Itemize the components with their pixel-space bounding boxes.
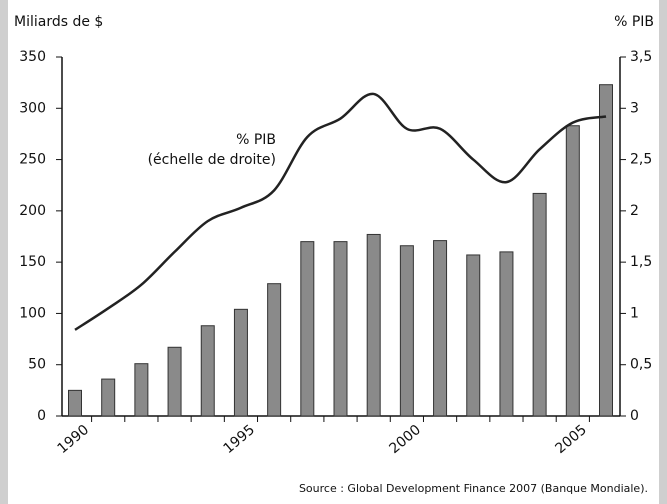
y2-tick-label: 2 — [630, 203, 639, 219]
bar — [167, 346, 182, 417]
line — [74, 92, 607, 331]
y2-tick-label: 1,5 — [630, 254, 652, 270]
annotation: (échelle de droite) — [148, 152, 276, 168]
bar — [300, 241, 315, 417]
bar — [134, 363, 149, 417]
y2-tick-label: 0,5 — [630, 357, 652, 373]
y-tick-label: 300 — [19, 100, 46, 116]
bar — [233, 308, 248, 417]
y2-tick-label: 0 — [630, 408, 639, 424]
bar — [499, 251, 514, 417]
bar — [599, 84, 613, 417]
y2-axis-title: % PIB — [614, 14, 654, 30]
y-tick-label: 0 — [37, 408, 46, 424]
y-tick-label: 50 — [28, 357, 46, 373]
y-axis-title: Miliards de $ — [14, 14, 103, 30]
y-tick-label: 100 — [19, 305, 46, 321]
y2-tick-label: 3,5 — [630, 49, 652, 65]
bar — [565, 125, 580, 417]
y2-tick-label: 1 — [630, 305, 639, 321]
bar — [333, 241, 348, 417]
y-tick-label: 200 — [19, 203, 46, 219]
y-tick-label: 350 — [19, 49, 46, 65]
y-tick-label: 250 — [19, 152, 46, 168]
annotation: % PIB — [236, 132, 276, 148]
source: Source : Global Development Finance 2007… — [299, 482, 648, 495]
bar — [366, 233, 381, 417]
bar — [68, 389, 82, 417]
bar — [267, 283, 282, 417]
bar — [101, 378, 116, 417]
bar — [200, 325, 215, 417]
bar — [466, 254, 481, 417]
bar — [433, 240, 448, 417]
y2-tick-label: 3 — [630, 100, 639, 116]
y-tick-label: 150 — [19, 254, 46, 270]
bar — [399, 245, 414, 417]
bar — [532, 192, 547, 417]
y2-tick-label: 2,5 — [630, 152, 652, 168]
